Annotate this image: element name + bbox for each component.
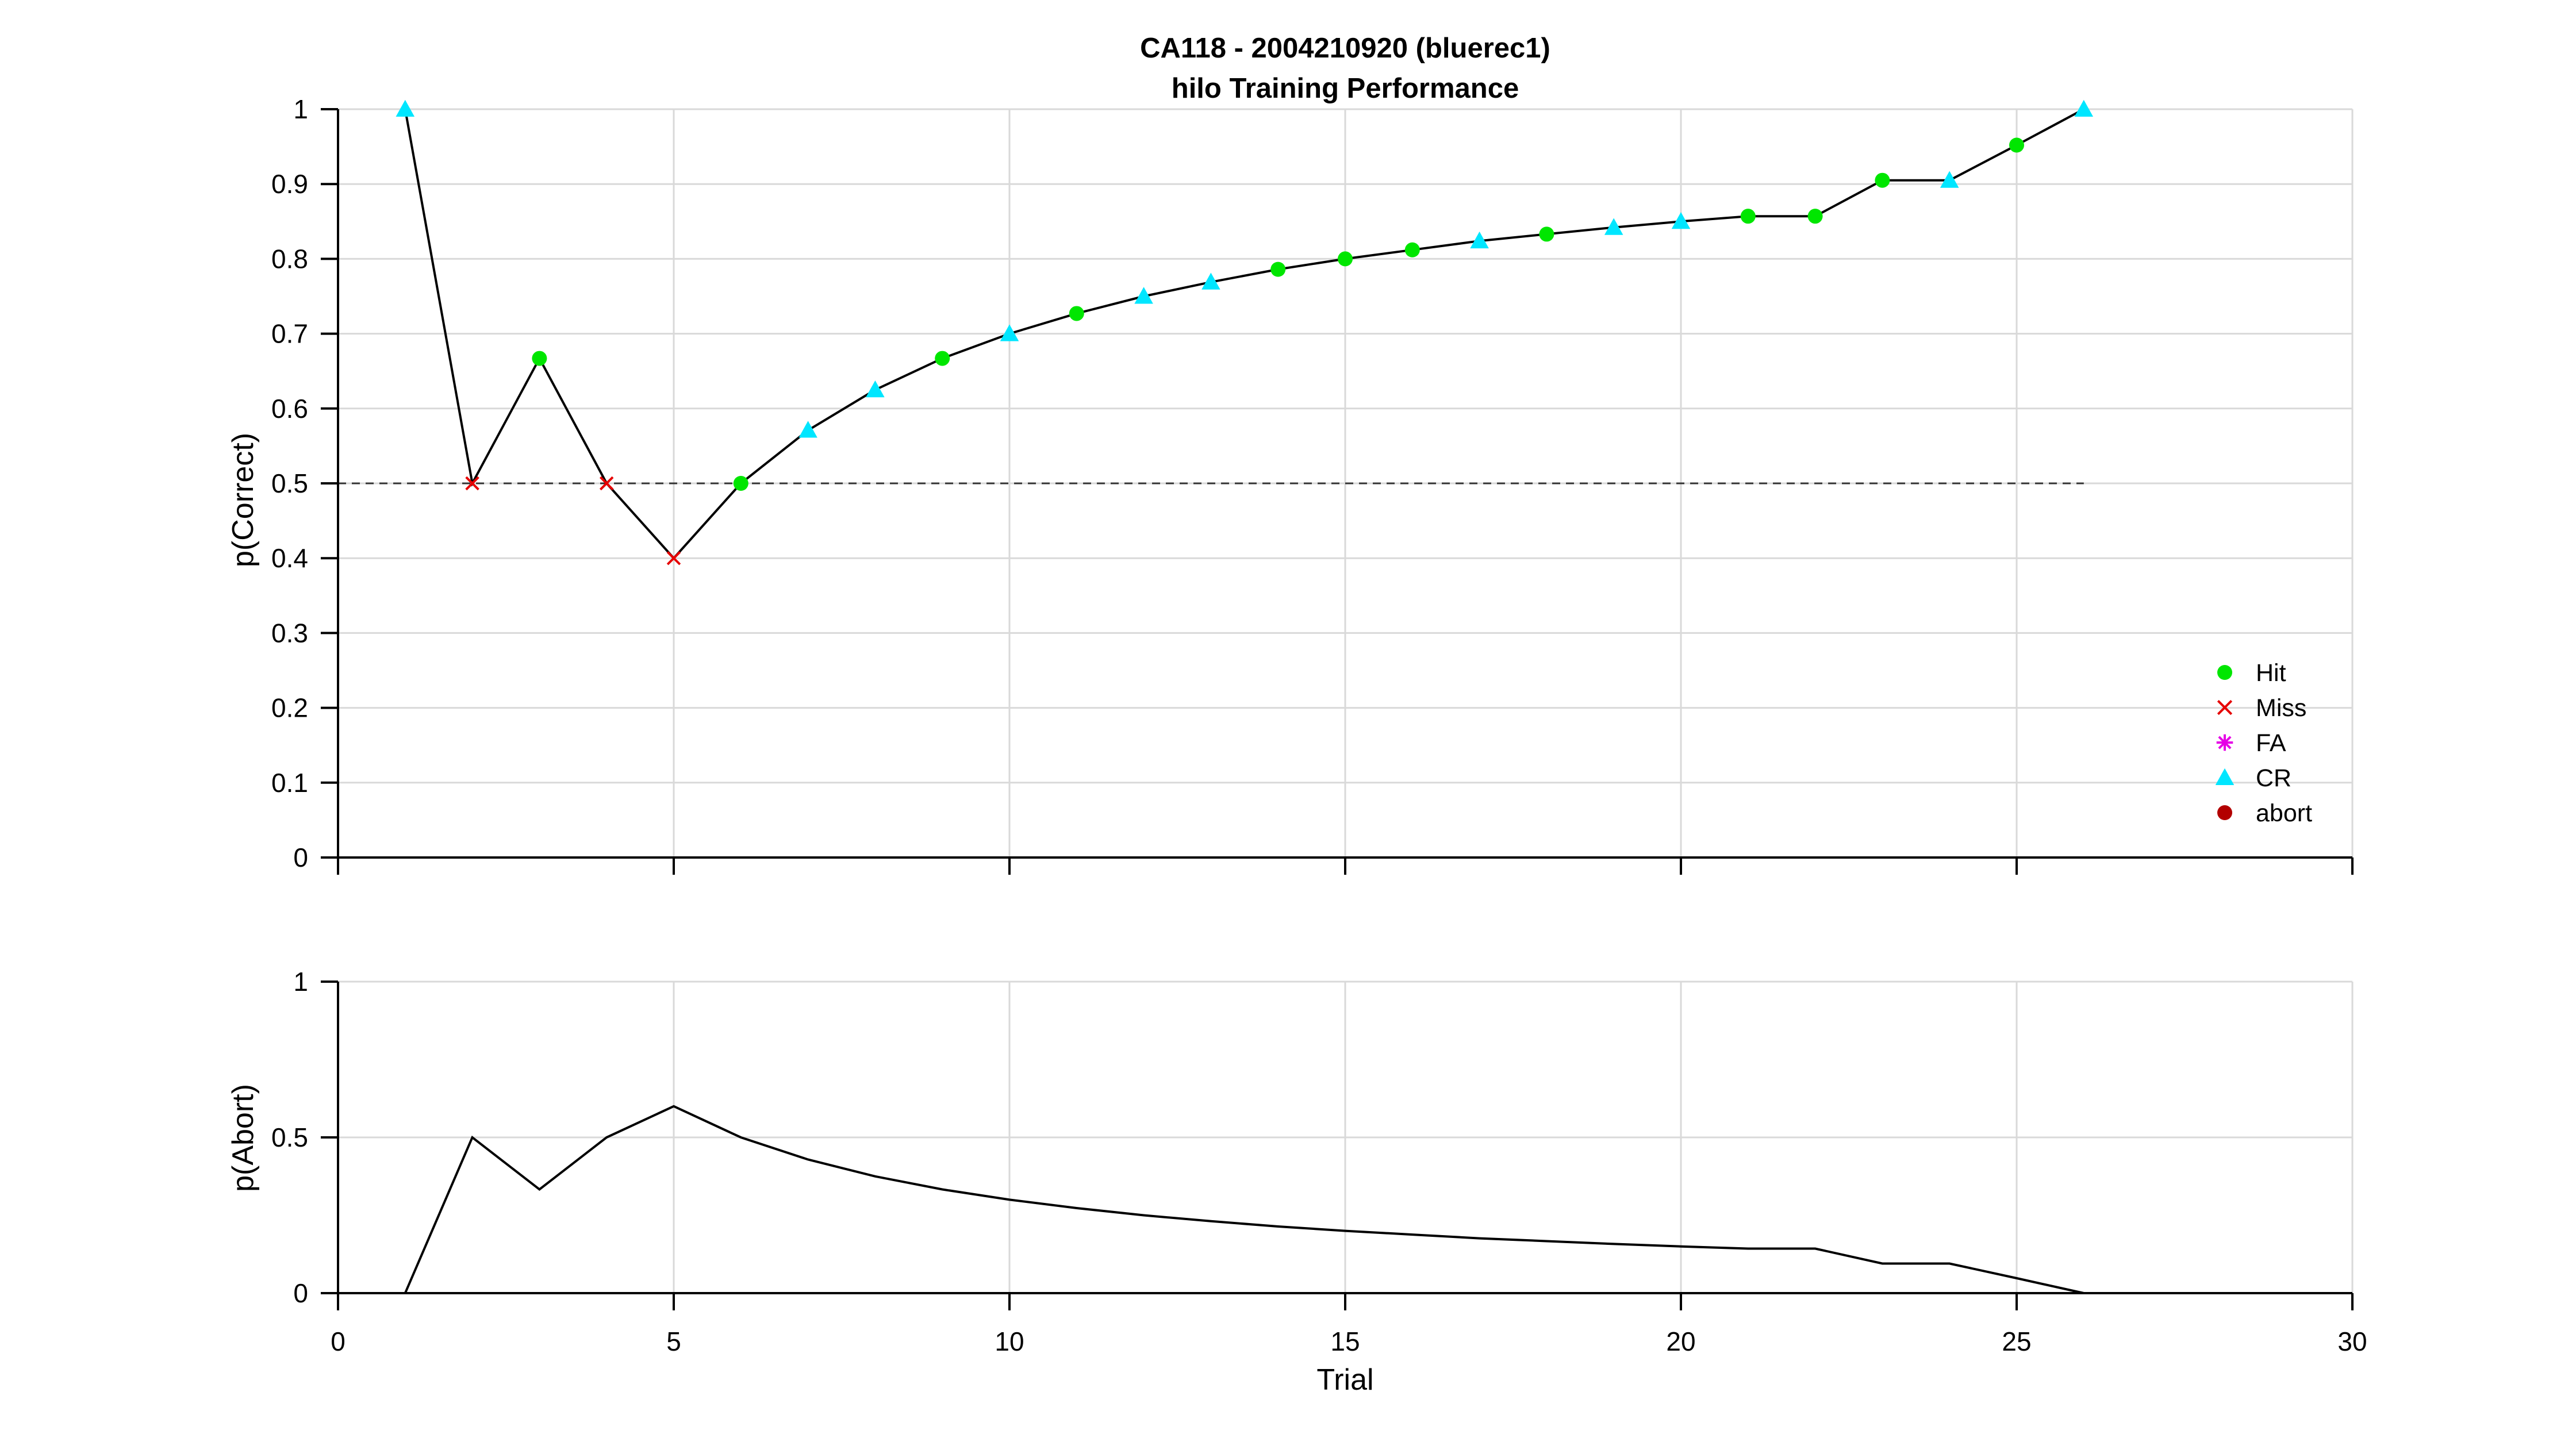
- correct-y-axis-label: p(Correct): [226, 433, 260, 567]
- y-tick-label: 0: [293, 1278, 308, 1308]
- data-point-hit: [1875, 172, 1890, 188]
- data-point-cr: [1470, 231, 1489, 249]
- data-point-hit: [1338, 251, 1353, 267]
- legend-entry-abort: abort: [2217, 799, 2312, 827]
- data-point-hit: [733, 476, 748, 491]
- data-point-cr: [2074, 99, 2094, 117]
- y-tick-label: 0.9: [271, 169, 308, 199]
- data-point-cr: [1201, 272, 1220, 290]
- data-point-miss: [599, 476, 614, 491]
- x-tick-label: 20: [1666, 1326, 1695, 1356]
- y-tick-label: 0.4: [271, 543, 308, 573]
- legend-entry-hit: Hit: [2217, 659, 2286, 687]
- data-point-cr: [1134, 287, 1153, 304]
- y-tick-label: 0.5: [271, 468, 308, 498]
- data-point-cr: [798, 421, 817, 438]
- correct-plot-x-ticks: [337, 857, 2354, 875]
- data-point-hit: [935, 351, 950, 366]
- y-tick-label: 1: [293, 967, 308, 997]
- y-tick-label: 0.1: [271, 768, 308, 798]
- legend-entry-cr: CR: [2215, 764, 2291, 792]
- data-point-cr: [1000, 324, 1019, 341]
- x-tick-label: 0: [331, 1326, 345, 1356]
- data-point-miss: [465, 476, 479, 491]
- y-tick-label: 0: [293, 843, 308, 872]
- y-tick-label: 0.8: [271, 244, 308, 274]
- data-point-hit: [532, 351, 547, 366]
- data-point-hit: [1404, 242, 1420, 257]
- x-tick-label: 10: [995, 1326, 1024, 1356]
- data-point-cr: [1671, 212, 1691, 229]
- data-point-hit: [1807, 209, 1823, 224]
- legend-entry-miss: Miss: [2217, 694, 2306, 722]
- y-tick-label: 0.6: [271, 394, 308, 424]
- legend-label: FA: [2256, 729, 2286, 757]
- legend-marker-hit: [2217, 665, 2232, 680]
- correct-plot-y-ticks: 0 0.1 0.2 0.3 0.4 0.5 0.6 0.7 0.8 0.9 1: [271, 94, 338, 872]
- y-tick-label: 0.3: [271, 618, 308, 648]
- data-point-cr: [1940, 171, 1959, 188]
- correct-series-markers: [396, 99, 2094, 566]
- correct-series-line: [404, 108, 2084, 560]
- legend-entry-fa: FA: [2216, 729, 2286, 757]
- legend-label: Miss: [2256, 694, 2306, 722]
- x-tick-label: 30: [2337, 1326, 2367, 1356]
- data-point-cr: [396, 99, 415, 117]
- correct-plot: 0 0.1 0.2 0.3 0.4 0.5 0.6 0.7 0.8 0.9 1 p(Correct)…: [226, 94, 2354, 875]
- legend-label: abort: [2256, 799, 2312, 827]
- data-point-hit: [1069, 306, 1084, 321]
- data-point-hit: [2009, 137, 2024, 153]
- data-point-hit: [1270, 262, 1286, 277]
- x-axis-label: Trial: [1316, 1363, 1373, 1397]
- abort-plot-x-ticks: 0 5 10 15 20 25 30: [331, 1293, 2367, 1356]
- abort-series-line: [404, 1105, 2084, 1294]
- y-tick-label: 1: [293, 94, 308, 124]
- data-point-cr: [866, 380, 885, 398]
- chart-title: CA118 - 2004210920 (bluerec1): [1140, 33, 1550, 64]
- abort-plot-y-ticks: 00.51: [271, 967, 338, 1308]
- y-tick-label: 0.7: [271, 319, 308, 349]
- legend-label: CR: [2256, 764, 2291, 792]
- x-tick-label: 15: [1330, 1326, 1360, 1356]
- legend-marker-miss: [2217, 699, 2233, 716]
- data-point-miss: [666, 551, 681, 566]
- y-tick-label: 0.2: [271, 693, 308, 723]
- abort-plot: 00.51 0 5 10 15 20 25 30 p(Abort) Trial: [226, 967, 2367, 1397]
- data-point-hit: [1740, 209, 1756, 224]
- x-tick-label: 25: [2002, 1326, 2031, 1356]
- abort-plot-grid: [338, 980, 2354, 1293]
- data-point-cr: [1604, 218, 1623, 235]
- legend-label: Hit: [2256, 659, 2286, 687]
- outcome-legend: Hit Miss FA CR abort: [2215, 659, 2312, 827]
- chart-subtitle: hilo Training Performance: [1172, 73, 1519, 104]
- x-tick-label: 5: [666, 1326, 681, 1356]
- legend-marker-fa: [2216, 734, 2233, 751]
- y-tick-label: 0.5: [271, 1122, 308, 1152]
- abort-y-axis-label: p(Abort): [226, 1084, 260, 1192]
- legend-marker-abort: [2217, 805, 2232, 820]
- legend-marker-cr: [2215, 768, 2235, 785]
- data-point-hit: [1539, 226, 1554, 242]
